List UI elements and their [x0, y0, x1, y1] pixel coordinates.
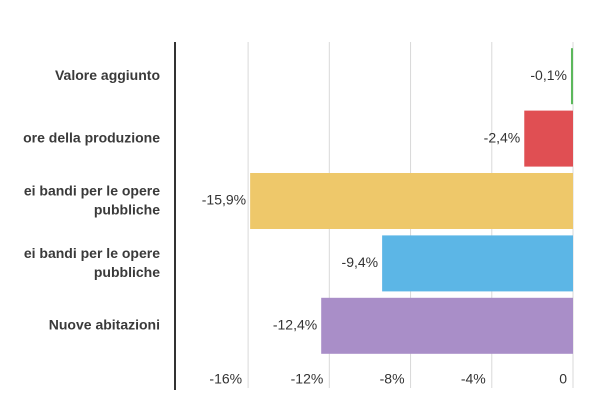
- value-label: -2,4%: [484, 129, 521, 145]
- value-label: -0,1%: [530, 67, 567, 83]
- bar: [321, 297, 573, 354]
- x-tick-label: 0: [559, 371, 567, 387]
- y-tick-label: ore della produzione: [23, 129, 160, 145]
- y-tick-label-line: pubbliche: [94, 264, 160, 280]
- y-tick-label-line: ei bandi per le opere: [24, 245, 160, 261]
- bar: [250, 173, 573, 229]
- value-label: -15,9%: [202, 192, 246, 208]
- y-tick-label-line: pubbliche: [94, 201, 160, 217]
- bar: [570, 48, 573, 105]
- y-tick-label: Valore aggiunto: [55, 67, 160, 83]
- x-tick-label: -16%: [209, 371, 242, 387]
- y-tick-label: Nuove abitazioni: [49, 317, 160, 333]
- value-label: -12,4%: [273, 317, 317, 333]
- y-tick-label: ei bandi per le opere pubbliche: [24, 245, 160, 280]
- x-tick-label: -4%: [461, 371, 486, 387]
- x-tick-label: -8%: [380, 371, 405, 387]
- bar: [382, 235, 573, 292]
- bar: [524, 110, 573, 167]
- x-tick-label: -12%: [291, 371, 324, 387]
- y-tick-label: ei bandi per le opere pubbliche: [24, 182, 160, 217]
- value-label: -9,4%: [342, 254, 379, 270]
- y-tick-label-line: ei bandi per le opere: [24, 182, 160, 198]
